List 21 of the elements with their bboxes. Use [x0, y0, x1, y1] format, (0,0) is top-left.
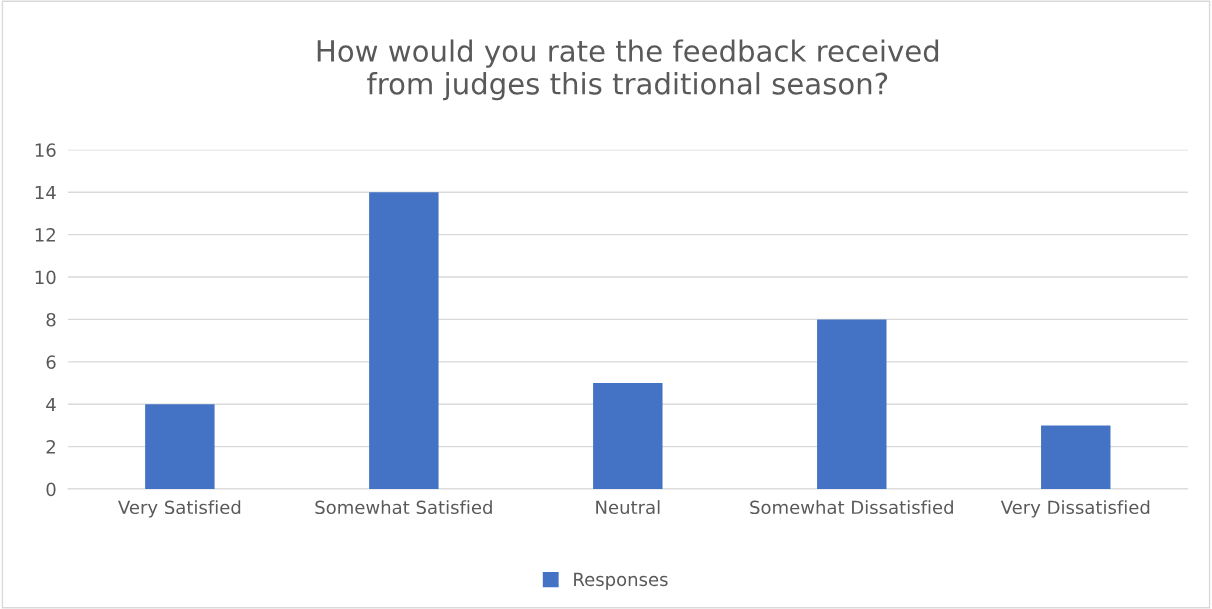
y-tick-label: 0 [46, 482, 56, 497]
x-tick-label: Very Satisfied [118, 500, 241, 518]
bar [817, 319, 887, 490]
x-tick-label: Somewhat Satisfied [315, 500, 492, 515]
x-tick-label: Somewhat Dissatisfied [750, 500, 953, 515]
x-tick-label: Neutral [596, 500, 660, 515]
bar [1041, 425, 1111, 490]
y-tick-label: 8 [46, 312, 56, 327]
y-tick-label: 2 [46, 440, 55, 454]
y-tick-label: 16 [35, 143, 56, 157]
y-tick-label: 12 [35, 228, 55, 242]
y-tick-label: 14 [35, 185, 56, 200]
chart-title: How would you rate the feedback received from judges this traditional season? [317, 39, 939, 101]
bar [593, 383, 663, 490]
legend-label: Responses [574, 572, 668, 590]
y-tick-label: 6 [46, 355, 56, 369]
bar [369, 192, 439, 490]
x-tick-label: Very Dissatisfied [1000, 500, 1150, 518]
bar [145, 404, 215, 490]
y-tick-label: 4 [46, 397, 56, 412]
y-tick-label: 10 [35, 270, 56, 285]
